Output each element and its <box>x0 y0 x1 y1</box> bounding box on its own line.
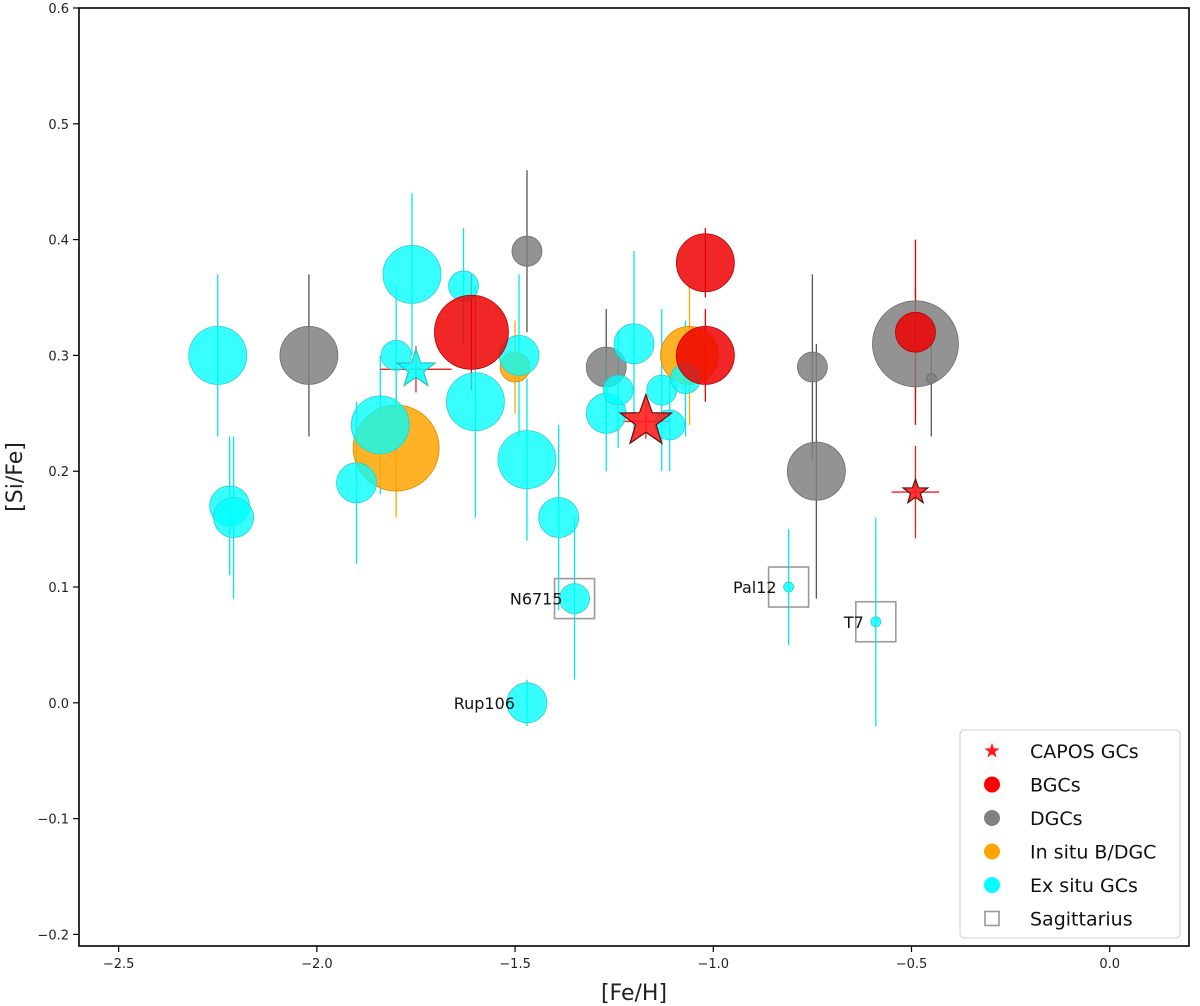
sagittarius-box <box>767 566 810 608</box>
exsitu-point <box>188 326 248 385</box>
y-tick-label: 0.3 <box>48 349 69 364</box>
capos-star-point <box>395 347 437 387</box>
plot-frame <box>78 7 1190 947</box>
legend-marker <box>984 843 1000 860</box>
data-points <box>188 233 959 724</box>
annotations: N6715 Rup106 Pal12 T7 <box>454 578 864 713</box>
y-axis-ticks: −0.2 −0.1 0.0 0.1 0.2 0.3 0.4 0.5 0.6 <box>37 2 79 943</box>
exsitu-point <box>870 616 882 628</box>
exsitu-point <box>783 581 795 593</box>
legend-label: In situ B/DGC <box>1030 842 1156 864</box>
y-tick-label: −0.1 <box>37 813 69 828</box>
dgc-point <box>511 235 543 267</box>
dgc-point <box>796 351 828 383</box>
x-tick-label: −2.0 <box>301 957 333 972</box>
x-tick-label: −1.5 <box>499 957 531 972</box>
dgc-point <box>786 441 846 501</box>
y-tick-label: −0.2 <box>37 928 69 943</box>
x-tick-label: −2.5 <box>103 957 135 972</box>
x-tick-label: −1.0 <box>697 957 729 972</box>
exsitu-point <box>538 497 580 538</box>
bgc-point <box>895 311 936 353</box>
exsitu-point <box>613 323 655 365</box>
y-tick-label: 0.4 <box>48 234 69 249</box>
x-tick-label: 0.0 <box>1099 957 1120 972</box>
legend-marker <box>984 877 1000 893</box>
exsitu-point <box>382 244 442 304</box>
exsitu-point <box>506 682 548 724</box>
point-annotation: N6715 <box>510 590 563 609</box>
y-tick-label: 0.6 <box>48 2 69 17</box>
legend-label: CAPOS GCs <box>1030 741 1139 763</box>
legend-label: Ex situ GCs <box>1030 875 1138 897</box>
y-tick-label: 0.0 <box>48 697 69 712</box>
capos-star-point <box>618 392 674 445</box>
exsitu-point <box>213 497 255 538</box>
point-annotation: Rup106 <box>454 694 515 713</box>
y-axis-label: [Si/Fe] <box>3 442 28 512</box>
exsitu-point <box>497 430 557 490</box>
point-annotation: T7 <box>843 613 864 632</box>
exsitu-point <box>602 374 634 406</box>
sagittarius-box <box>855 600 897 643</box>
dgc-point <box>279 326 339 385</box>
exsitu-point <box>446 372 505 432</box>
bgc-point <box>675 326 735 385</box>
legend-marker <box>984 743 1000 758</box>
dgc-point <box>925 373 937 384</box>
bgc-point <box>675 233 735 293</box>
exsitu-point <box>559 583 590 614</box>
legend-label: DGCs <box>1030 808 1083 830</box>
y-tick-label: 0.5 <box>48 118 69 133</box>
capos-star-point <box>901 477 930 505</box>
legend-marker <box>984 810 1000 826</box>
x-tick-label: −0.5 <box>896 957 928 972</box>
point-annotation: Pal12 <box>733 578 777 597</box>
legend-label: Sagittarius <box>1030 909 1133 931</box>
legend-marker <box>984 776 1000 793</box>
capos-stars <box>395 347 930 505</box>
x-axis-ticks: −2.5 −2.0 −1.5 −1.0 −0.5 0.0 <box>103 946 1120 972</box>
bgc-point <box>434 294 509 370</box>
legend-marker <box>984 910 1000 927</box>
legend: CAPOS GCs BGCs DGCs In situ B/DGC Ex situ GC… <box>959 729 1181 939</box>
sagittarius-boxes <box>553 566 897 643</box>
legend-box <box>959 729 1181 939</box>
exsitu-point <box>336 462 377 504</box>
sagittarius-box <box>553 577 596 620</box>
y-tick-label: 0.2 <box>48 465 69 480</box>
x-axis-label: [Fe/H] <box>601 981 667 1006</box>
legend-label: BGCs <box>1030 775 1081 797</box>
y-tick-label: 0.1 <box>48 581 69 596</box>
exsitu-point <box>350 395 410 455</box>
